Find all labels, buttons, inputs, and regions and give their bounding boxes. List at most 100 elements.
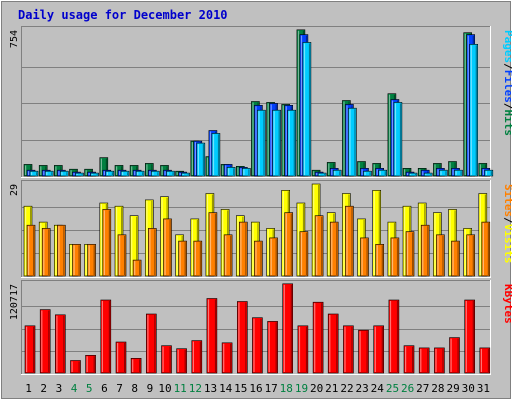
bar-highlight	[422, 226, 424, 275]
bar-highlight	[164, 171, 166, 175]
bar-shadow	[154, 315, 156, 372]
bar-pages-day-8	[135, 170, 145, 177]
day-label-10: 10	[158, 382, 171, 395]
bar-pages-day-24	[378, 169, 388, 177]
bar-highlight	[191, 142, 193, 175]
bar-sites-day-21	[329, 221, 339, 277]
bar-sites-day-18	[284, 212, 294, 277]
bar-highlight	[404, 169, 406, 175]
bar-shadow	[263, 111, 265, 175]
bar-highlight	[464, 33, 466, 176]
bar-shadow	[108, 301, 110, 372]
bar-pages-day-28	[439, 169, 448, 177]
bar-pages-day-11	[181, 172, 190, 177]
bar-highlight	[440, 171, 442, 175]
bar-highlight	[303, 43, 306, 176]
day-label-26: 26	[401, 382, 414, 395]
bar-highlight	[25, 207, 27, 275]
bar-highlight	[346, 207, 348, 275]
bar-highlight	[197, 144, 199, 175]
day-label-4: 4	[71, 382, 78, 395]
bar-highlight	[482, 223, 484, 275]
bar-highlight	[300, 232, 303, 275]
bar-kbytes-day-25	[388, 299, 400, 374]
bar-sites-day-28	[436, 234, 445, 277]
bar-highlight	[225, 235, 227, 275]
bar-shadow	[199, 341, 201, 372]
bar-highlight	[394, 103, 397, 175]
bar-highlight	[485, 171, 487, 175]
bar-sites-day-11	[178, 240, 187, 277]
bar-highlight	[480, 348, 482, 372]
day-label-1: 1	[25, 382, 32, 395]
bar-pages-day-20	[317, 172, 327, 177]
bar-highlight	[391, 100, 394, 175]
bar-highlight	[313, 171, 315, 175]
bar-highlight	[55, 166, 57, 175]
bar-kbytes-day-28	[434, 347, 445, 374]
bar-kbytes-day-14	[221, 342, 233, 374]
day-label-24: 24	[371, 382, 385, 395]
bar-sites-day-12	[193, 240, 203, 277]
bar-shadow	[202, 144, 204, 175]
bar-pages-day-1	[29, 170, 39, 177]
bar-highlight	[106, 172, 108, 175]
bar-sites-day-26	[405, 231, 415, 277]
bar-highlight	[228, 168, 230, 175]
bar-highlight	[161, 197, 163, 275]
bar-pages-day-29	[454, 169, 463, 177]
day-label-25: 25	[386, 382, 399, 395]
bar-highlight	[343, 194, 345, 275]
bar-highlight	[407, 232, 409, 275]
bar-shadow	[490, 171, 492, 175]
bar-highlight	[194, 142, 196, 175]
bar-highlight	[255, 242, 257, 275]
legend-entry: Sites	[502, 184, 512, 217]
bar-highlight	[482, 169, 484, 175]
bar-highlight	[225, 165, 227, 175]
bar-pages-day-3	[59, 170, 69, 177]
bar-highlight	[222, 210, 224, 275]
bar-shadow	[111, 172, 113, 175]
bar-highlight	[267, 229, 269, 275]
bar-highlight	[297, 204, 300, 275]
bar-shadow	[63, 226, 65, 275]
bar-shadow	[381, 245, 383, 275]
bar-kbytes-day-21	[327, 313, 339, 374]
bar-highlight	[358, 219, 360, 275]
bar-highlight	[467, 35, 469, 175]
bar-shadow	[124, 235, 126, 275]
bar-highlight	[43, 229, 45, 275]
bar-pages-day-15	[242, 168, 251, 177]
bar-highlight	[449, 210, 451, 275]
bar-highlight	[103, 210, 105, 275]
bar-highlight	[192, 341, 194, 372]
bar-highlight	[58, 226, 60, 275]
bar-sites-day-5	[87, 244, 96, 277]
bar-highlight	[28, 171, 30, 175]
bar-highlight	[358, 162, 360, 175]
bar-shadow	[93, 356, 95, 372]
bar-shadow	[487, 223, 489, 275]
bar-pages-day-31	[484, 169, 494, 177]
legend-entry: Hits	[502, 110, 512, 137]
day-label-16: 16	[249, 382, 262, 395]
bar-highlight	[240, 223, 242, 275]
bar-highlight	[91, 174, 93, 175]
bar-kbytes-day-16	[252, 317, 263, 374]
bar-shadow	[66, 172, 68, 175]
bar-highlight	[85, 170, 87, 175]
bar-highlight	[76, 174, 78, 175]
bar-shadow	[384, 171, 386, 175]
bar-shadow	[260, 242, 262, 275]
bar-kbytes-day-5	[85, 354, 96, 374]
bar-kbytes-day-27	[418, 347, 430, 374]
bar-pages-day-5	[90, 172, 99, 177]
bar-shadow	[366, 331, 368, 372]
day-label-6: 6	[101, 382, 108, 395]
bar-pages-day-18	[287, 109, 297, 177]
bar-shadow	[336, 223, 338, 275]
bar-highlight	[344, 326, 346, 372]
bar-kbytes-day-26	[403, 345, 415, 374]
kbytes-panel: 120717 KBytes	[9, 280, 512, 375]
